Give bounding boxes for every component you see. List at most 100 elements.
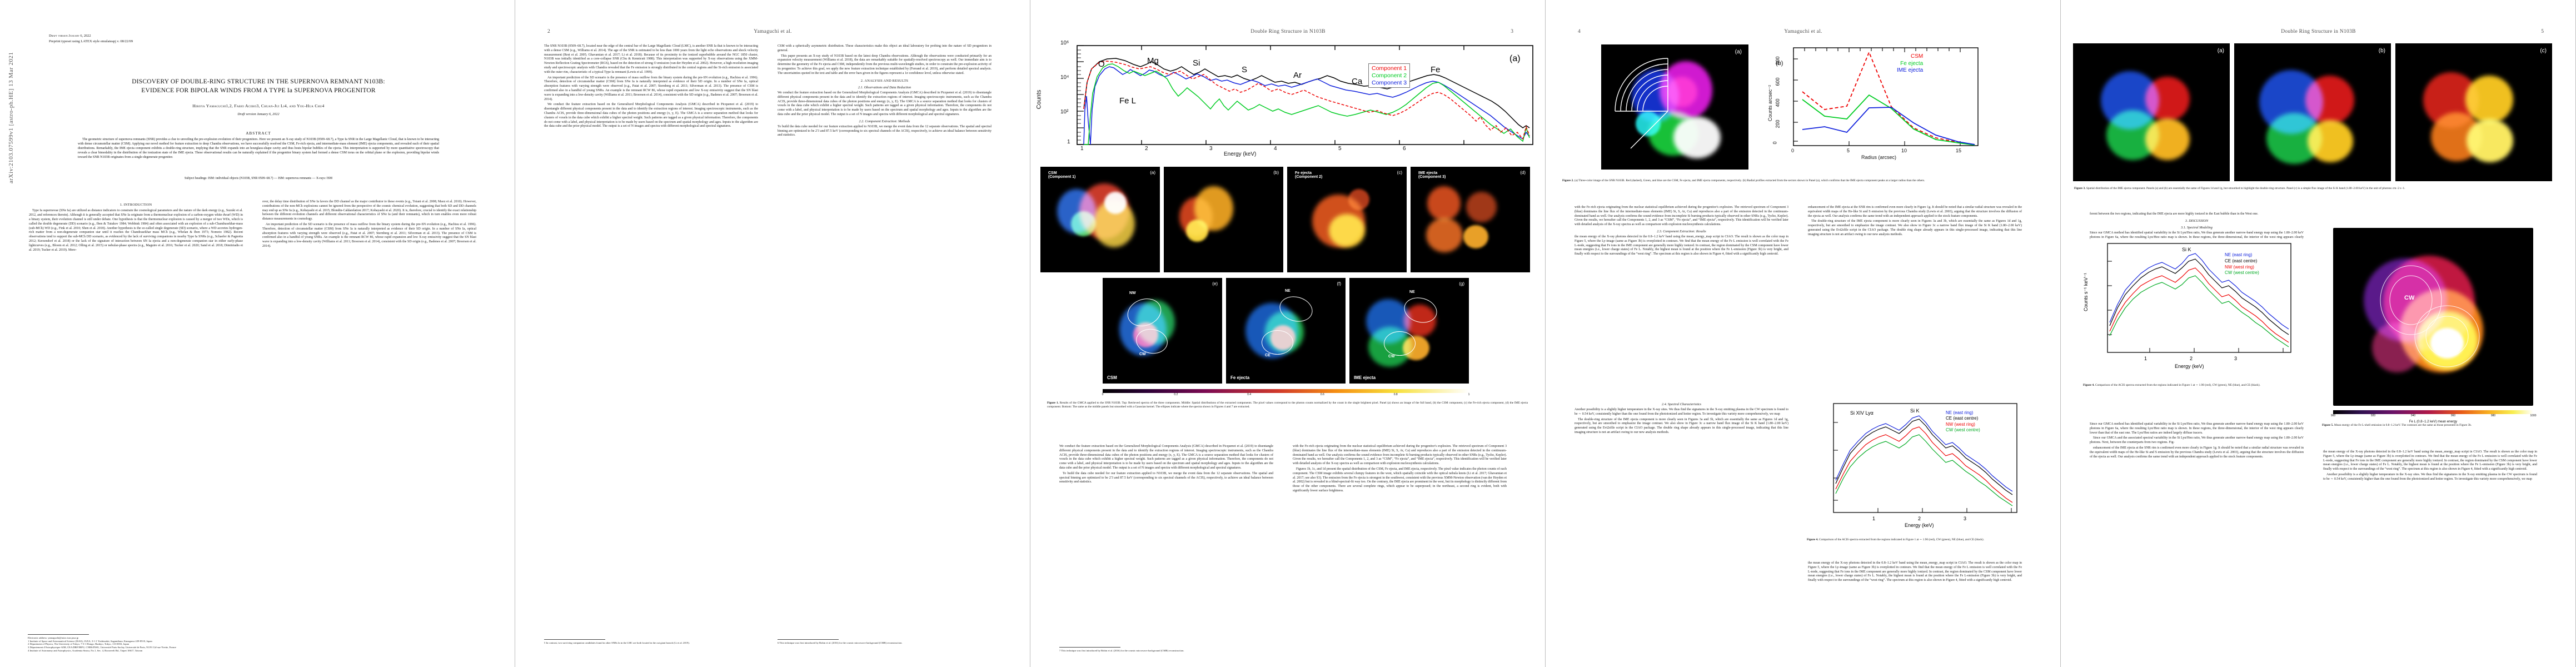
fig4b-legend-ne: NE (east ring) — [2225, 252, 2253, 257]
svg-text:O: O — [1098, 59, 1105, 69]
fig4b-legend-cw: CW (west centre) — [2225, 270, 2259, 276]
spectrum-xlabel: Energy (keV) — [1224, 151, 1257, 157]
figure5-caption-text: Mean energy of the Fe L-shell emission i… — [2334, 424, 2472, 427]
footnote-3: 3 Département d'Astrophysique-AIM, CEA/D… — [28, 646, 176, 649]
label-d-row1: (d) — [1520, 170, 1526, 175]
radial-xtick-10: 10 — [1901, 148, 1907, 153]
radial-ytick-400: 400 — [1775, 98, 1781, 107]
figure3-panel-a: (a) — [2073, 43, 2230, 181]
label-f-row2: (f) — [1337, 281, 1341, 286]
subject-keywords: Subject headings: ISM: individual object… — [185, 177, 332, 180]
spectrum-ytick-1e6: 10⁶ — [1060, 40, 1069, 46]
footnote-2: 2 Department of Physics, The University … — [28, 643, 129, 646]
svg-text:Si K: Si K — [1910, 408, 1920, 414]
spectrum-xtick-1: 1 — [1080, 146, 1084, 152]
footnote-0: Electronic address: yamaguchi@astro.isas… — [28, 636, 79, 639]
subsection-spectral-char: 2.4. Spectral Characteristics — [1661, 402, 1702, 406]
figure5-colorbar-ticks: 900 920 940 960 980 1000 — [2330, 414, 2537, 417]
page-3: Double Ring Structure in N103B 3 Counts … — [1030, 0, 1546, 667]
label-fe-comp2: Fe ejecta (Component 2) — [1295, 171, 1323, 179]
figure3-label-c: (c) — [2540, 48, 2547, 54]
figure3-caption-text: Spatial distribution of the IME ejecta c… — [2086, 187, 2405, 190]
page-1: Draft version January 6, 2022 Preprint t… — [0, 0, 515, 667]
svg-text:(a): (a) — [1509, 54, 1521, 63]
radial-legend-ime: IME ejecta — [1897, 67, 1924, 73]
figure5-caption: Figure 5. Mean energy of the Fe L-shell … — [2322, 424, 2544, 427]
svg-text:Energy (keV): Energy (keV) — [2175, 364, 2204, 369]
title-line-1: DISCOVERY OF DOUBLE-RING STRUCTURE IN TH… — [132, 78, 385, 85]
svg-text:Si K: Si K — [2182, 247, 2191, 252]
image-ime-ejecta: (d) IME ejecta (Component 3) — [1411, 167, 1530, 272]
draft-version-block: Draft version January 6, 2022 Preprint t… — [49, 33, 133, 44]
spectrum-ylabel: Counts — [1035, 89, 1043, 109]
figure3-label-b: (b) — [2378, 48, 2385, 54]
subsection-extraction-results: 2.3. Component Extraction: Results — [1657, 229, 1706, 233]
figure5-mean-energy-map: CE CW — [2333, 228, 2533, 406]
svg-text:S: S — [1242, 65, 1247, 74]
colorbar-gradient — [1103, 389, 1469, 393]
p1-column-2: over, the delay time distribution of SNe… — [262, 200, 476, 248]
footnote-block: Electronic address: yamaguchi@astro.isas… — [28, 634, 233, 653]
figure2-caption: Figure 2. (a) Three-color image of the S… — [1562, 179, 2043, 183]
figure4-caption: Figure 4. Comparison of the ACIS spectra… — [1807, 538, 2024, 542]
spectrum-xtick-6: 6 — [1403, 146, 1406, 152]
label-ime-comp3: IME ejecta (Component 3) — [1418, 171, 1446, 179]
footnote-rule — [28, 634, 89, 635]
subsection-spectral-modeling: 3.1. Spectral Modeling — [2181, 225, 2213, 230]
svg-text:1: 1 — [1872, 516, 1875, 521]
p3-footnote: 7 This technique was first introduced by… — [1059, 647, 1273, 653]
spectrum-ytick-1e4: 10⁴ — [1060, 74, 1069, 81]
fig4-legend-ne: NE (east ring) — [1946, 410, 1974, 415]
svg-text:Counts s⁻¹ keV⁻¹: Counts s⁻¹ keV⁻¹ — [2083, 273, 2089, 311]
radial-xlabel: Radius (arcsec) — [1861, 155, 1897, 160]
svg-text:Mg: Mg — [1147, 56, 1159, 66]
spectrum-xtick-5: 5 — [1338, 146, 1342, 152]
subsection-discussion: 3. DISCUSSION — [2185, 218, 2209, 223]
figure3-panel-c: (c) — [2395, 43, 2552, 181]
radial-xtick-0: 0 — [1791, 148, 1795, 153]
p4-column-2-lower: the mean energy of the X-ray photons det… — [1808, 561, 2022, 583]
row2-name-ime: IME ejecta — [1354, 375, 1376, 380]
page-number-5: 5 — [2541, 29, 2544, 34]
radial-ytick-200: 200 — [1775, 120, 1781, 128]
running-head-author-p4: Yamaguchi et al. — [1784, 29, 1822, 34]
page-4: 4 Yamaguchi et al. — [1546, 0, 2061, 667]
p2-footnote-2: 6 This technique was first introduced by… — [778, 639, 991, 645]
radial-ytick-0: 0 — [1772, 141, 1778, 145]
radial-xtick-15: 15 — [1956, 148, 1962, 153]
image-fe-ejecta: (c) Fe ejecta (Component 2) — [1287, 167, 1407, 272]
draft-date: Draft version January 6, 2022 — [237, 112, 280, 116]
label-a-row1: (a) — [1150, 170, 1155, 175]
row2-name-fe: Fe ejecta — [1230, 375, 1250, 380]
fig4-legend-ce: CE (east centre) — [1946, 416, 1979, 421]
figure4b-svg: Si K Fe K 1 2 3 Energy (keV) Counts s⁻¹ … — [2083, 243, 2291, 369]
label-c-row1: (c) — [1397, 170, 1402, 175]
footnote-4: 4 Institute of Astronomy and Astrophysic… — [28, 649, 143, 653]
radial-legend-fe: Fe ejecta — [1900, 60, 1924, 67]
fig4-legend-cw: CW (west centre) — [1946, 427, 1980, 433]
svg-text:Energy (keV): Energy (keV) — [1905, 522, 1934, 528]
footnote-1: 1 Institute of Space and Astronautical S… — [28, 639, 152, 643]
figure1-caption-text: Results of the GMCA applied to the SNR N… — [1047, 401, 1528, 409]
spectrum-svg: O Fe L Mg Si S Ar Ca Fe (a) — [1077, 45, 1533, 145]
p3-column-1: We conduct the feature extraction based … — [1059, 445, 1273, 484]
abstract-text: The geometric structure of supernova rem… — [78, 138, 439, 159]
svg-text:3: 3 — [2234, 356, 2237, 361]
figure5-contours — [2380, 265, 2480, 367]
figure1-caption: Figure 1. Results of the GMCA applied to… — [1047, 401, 1528, 409]
svg-text:1: 1 — [2144, 356, 2147, 361]
annotation-nw: NW — [1129, 291, 1136, 295]
page-2: 2 Yamaguchi et al. The SNR N103B (0509–6… — [515, 0, 1030, 667]
annotation-cw: CW — [1139, 352, 1146, 356]
p4-column-2: enhancement of the IME ejecta at the SNR… — [1808, 206, 2022, 236]
subsection-extraction-methods: 2.2. Component Extraction: Methods — [859, 119, 910, 123]
page-number-3: 3 — [1511, 29, 1513, 34]
radial-legend-csm: CSM — [1911, 53, 1924, 59]
spectrum-ytick-1e2: 10² — [1060, 109, 1069, 115]
annotation-ne-2: NE — [1409, 290, 1415, 294]
colorbar-ticks: 0 0.2 0.4 0.6 0.8 1 — [1102, 393, 1470, 396]
label-e-row2: (e) — [1212, 281, 1218, 286]
figure3-panel-b: (b) — [2234, 43, 2391, 181]
svg-text:2: 2 — [1918, 516, 1921, 521]
